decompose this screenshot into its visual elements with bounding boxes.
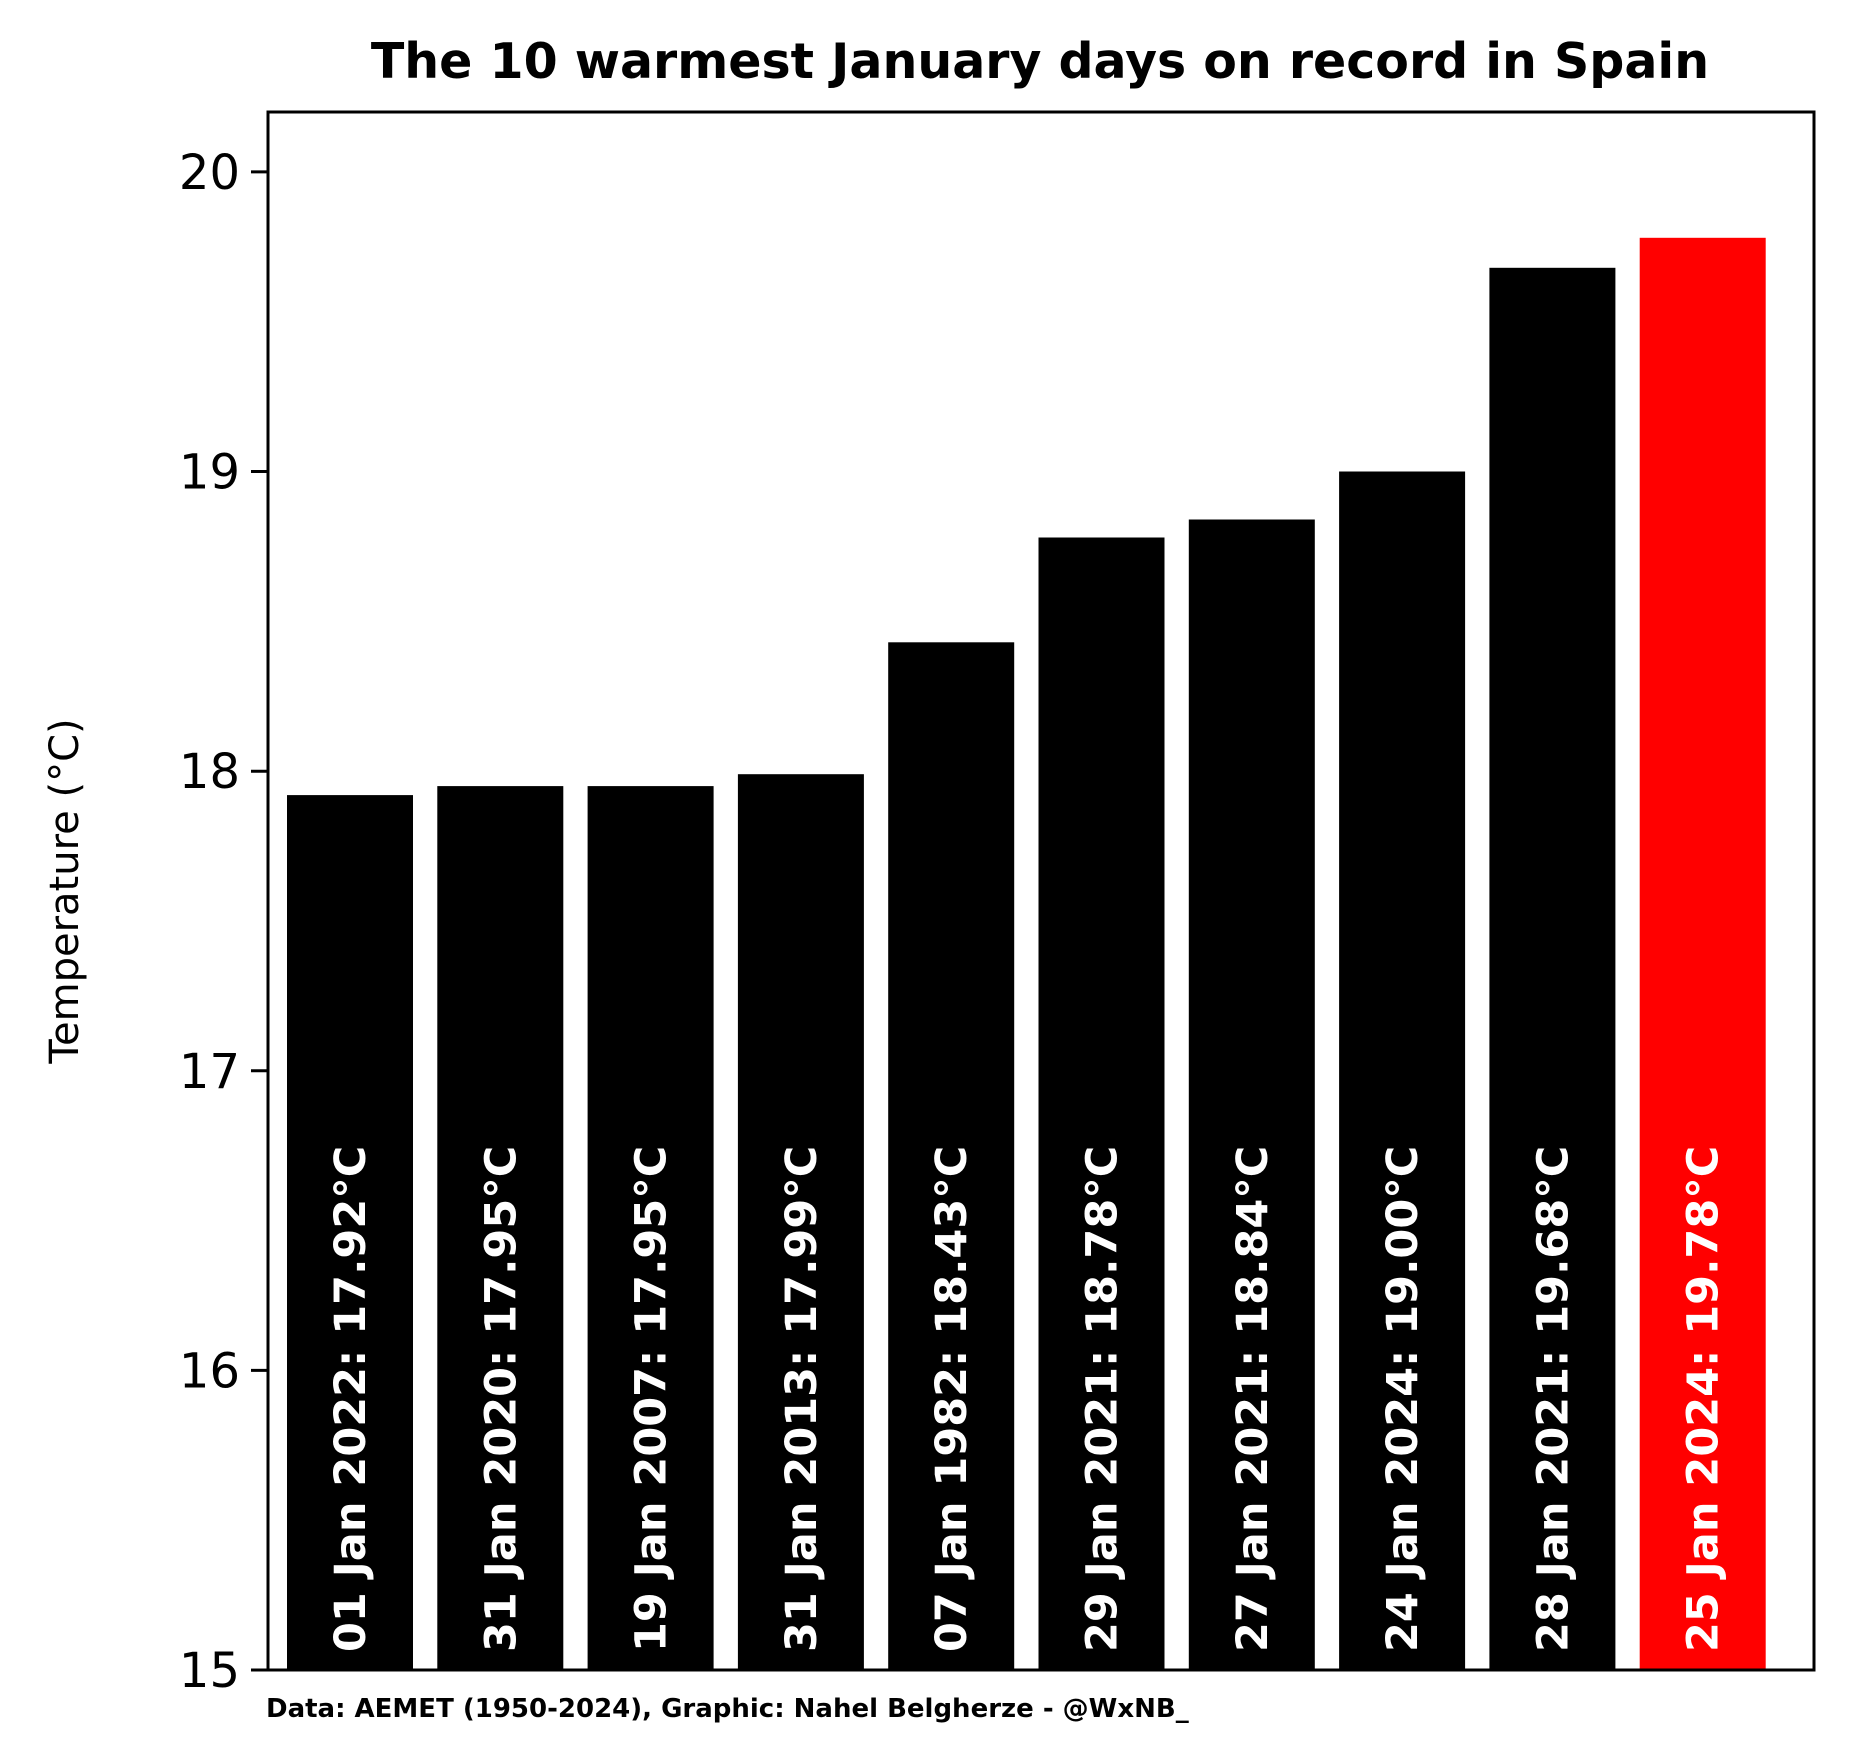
bar-9 — [1489, 267, 1616, 1670]
y-tick-label-17: 17 — [179, 1044, 240, 1100]
bars-group: 01 Jan 2022: 17.92°C 31 Jan 2020: 17.95°C… — [287, 237, 1766, 1670]
bar-3 — [587, 786, 714, 1670]
y-tick-label-19: 19 — [179, 445, 240, 501]
bar-2 — [437, 786, 564, 1670]
bar-label-7: 27 Jan 2021: 18.84°C — [1228, 1146, 1278, 1652]
bar-label-3: 19 Jan 2007: 17.95°C — [627, 1146, 677, 1652]
source-note: Data: AEMET (1950-2024), Graphic: Nahel … — [266, 1694, 1189, 1724]
y-ticks-group: 15 16 17 18 19 20 — [179, 145, 268, 1699]
bar-label-6: 29 Jan 2021: 18.78°C — [1078, 1146, 1128, 1652]
y-tick-label-20: 20 — [179, 145, 240, 201]
bar-4 — [737, 774, 864, 1670]
y-tick-label-15: 15 — [179, 1643, 240, 1699]
y-tick-label-18: 18 — [179, 744, 240, 800]
y-axis-label: Temperature (°C) — [42, 718, 88, 1064]
bar-5 — [888, 642, 1015, 1670]
plot-frame — [266, 110, 1816, 1672]
bar-10 — [1639, 237, 1766, 1670]
bar-8 — [1339, 471, 1466, 1670]
bar-label-2: 31 Jan 2020: 17.95°C — [476, 1146, 526, 1652]
bar-label-9: 28 Jan 2021: 19.68°C — [1528, 1146, 1578, 1652]
bar-label-8: 24 Jan 2024: 19.00°C — [1378, 1146, 1428, 1652]
chart-title: The 10 warmest January days on record in… — [371, 33, 1709, 90]
bar-6 — [1038, 537, 1165, 1670]
y-tick-label-16: 16 — [179, 1343, 240, 1399]
bar-label-4: 31 Jan 2013: 17.99°C — [777, 1146, 827, 1652]
bar-label-5: 07 Jan 1982: 18.43°C — [927, 1146, 977, 1652]
bar-label-1: 01 Jan 2022: 17.92°C — [326, 1146, 376, 1652]
bar-label-10: 25 Jan 2024: 19.78°C — [1679, 1146, 1729, 1652]
bar-1 — [287, 795, 413, 1670]
bar-7 — [1188, 519, 1315, 1670]
